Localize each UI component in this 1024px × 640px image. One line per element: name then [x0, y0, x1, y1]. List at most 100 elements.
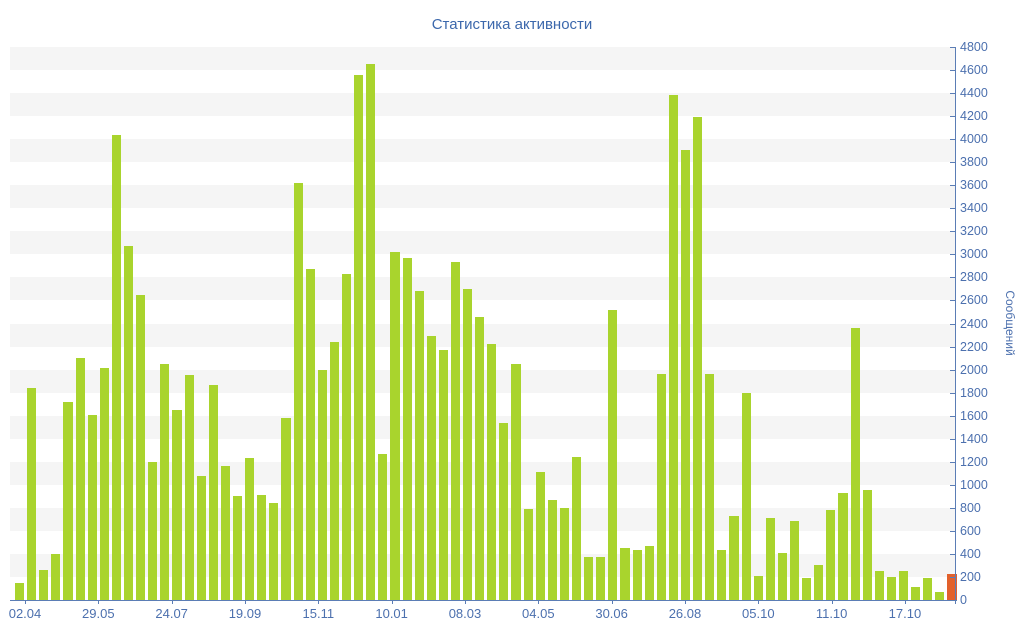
bar[interactable]	[184, 375, 194, 600]
bar[interactable]	[681, 149, 691, 600]
bar[interactable]	[572, 457, 582, 600]
bar[interactable]	[850, 327, 860, 600]
y-tick-label: 600	[960, 523, 981, 538]
bar[interactable]	[75, 358, 85, 600]
bar[interactable]	[366, 64, 376, 600]
y-tick	[950, 346, 955, 348]
bar[interactable]	[293, 182, 303, 600]
y-tick	[950, 553, 955, 555]
y-tick-label: 1000	[960, 477, 988, 492]
bar[interactable]	[717, 550, 727, 600]
bar[interactable]	[862, 489, 872, 600]
bar[interactable]	[923, 578, 933, 600]
bar[interactable]	[426, 336, 436, 600]
bar[interactable]	[547, 499, 557, 600]
y-tick-label: 200	[960, 569, 981, 584]
bar[interactable]	[99, 367, 109, 600]
y-tick	[950, 530, 955, 532]
bar[interactable]	[729, 515, 739, 600]
x-tick-label: 08.03	[448, 606, 482, 621]
bar[interactable]	[390, 252, 400, 600]
bar[interactable]	[765, 518, 775, 600]
bar[interactable]	[160, 363, 170, 600]
bar[interactable]	[402, 257, 412, 600]
bar[interactable]	[790, 520, 800, 600]
bar[interactable]	[656, 374, 666, 600]
bar[interactable]	[378, 453, 388, 600]
bar[interactable]	[63, 401, 73, 600]
bar[interactable]	[281, 417, 291, 600]
y-tick	[950, 461, 955, 463]
bar[interactable]	[644, 545, 654, 600]
bar[interactable]	[535, 472, 545, 600]
bar[interactable]	[559, 507, 570, 600]
bar[interactable]	[245, 458, 255, 600]
bar[interactable]	[898, 571, 909, 600]
x-tick	[684, 600, 686, 604]
bar[interactable]	[450, 262, 461, 600]
bar[interactable]	[874, 571, 884, 600]
bar[interactable]	[632, 550, 642, 600]
bar[interactable]	[51, 553, 61, 600]
grid-band	[10, 254, 955, 278]
x-tick-label: 19.09	[228, 606, 262, 621]
bar[interactable]	[172, 409, 182, 600]
bar[interactable]	[269, 503, 279, 600]
y-tick-label: 4000	[960, 132, 988, 147]
y-tick-label: 1400	[960, 431, 988, 446]
bar[interactable]	[196, 475, 206, 600]
bar[interactable]	[414, 291, 424, 600]
x-tick	[171, 600, 173, 604]
x-tick-label: 24.07	[155, 606, 188, 621]
bar[interactable]	[232, 496, 243, 600]
bar[interactable]	[705, 374, 715, 600]
grid-band	[10, 185, 955, 209]
bar[interactable]	[463, 288, 473, 600]
bar[interactable]	[317, 369, 327, 600]
bar[interactable]	[511, 363, 521, 600]
bar[interactable]	[111, 134, 121, 600]
bar[interactable]	[499, 422, 509, 600]
bar[interactable]	[802, 578, 812, 600]
bar[interactable]	[87, 414, 97, 600]
bar[interactable]	[354, 74, 364, 600]
bar[interactable]	[620, 548, 630, 600]
bar[interactable]	[27, 388, 37, 600]
bar[interactable]	[15, 582, 25, 600]
bar[interactable]	[329, 341, 339, 600]
bar[interactable]	[136, 294, 146, 600]
bar[interactable]	[668, 95, 679, 600]
bar[interactable]	[341, 273, 352, 600]
x-tick	[318, 600, 320, 604]
bar[interactable]	[220, 466, 230, 600]
bar[interactable]	[123, 246, 134, 600]
bar[interactable]	[911, 587, 921, 600]
bar[interactable]	[814, 565, 824, 600]
bar[interactable]	[523, 509, 533, 600]
bar[interactable]	[438, 350, 448, 600]
x-tick-label: 05.10	[742, 606, 775, 621]
bar[interactable]	[305, 269, 315, 600]
bar[interactable]	[753, 576, 763, 600]
bar[interactable]	[935, 591, 945, 600]
bar[interactable]	[584, 557, 594, 600]
x-tick	[538, 600, 540, 604]
bar[interactable]	[487, 344, 497, 600]
bar[interactable]	[608, 309, 618, 600]
y-tick	[950, 576, 955, 578]
bar[interactable]	[596, 557, 606, 600]
x-axis-line	[10, 600, 957, 601]
bar[interactable]	[886, 576, 896, 600]
bar[interactable]	[39, 570, 49, 600]
bar-current-period[interactable]	[947, 573, 957, 600]
bar[interactable]	[148, 461, 158, 600]
bar[interactable]	[693, 117, 703, 600]
bar[interactable]	[777, 552, 787, 600]
bar[interactable]	[826, 510, 836, 600]
bar[interactable]	[838, 492, 848, 600]
bar[interactable]	[741, 392, 751, 600]
bar[interactable]	[475, 316, 485, 600]
bar[interactable]	[257, 495, 267, 600]
bar[interactable]	[208, 384, 218, 600]
